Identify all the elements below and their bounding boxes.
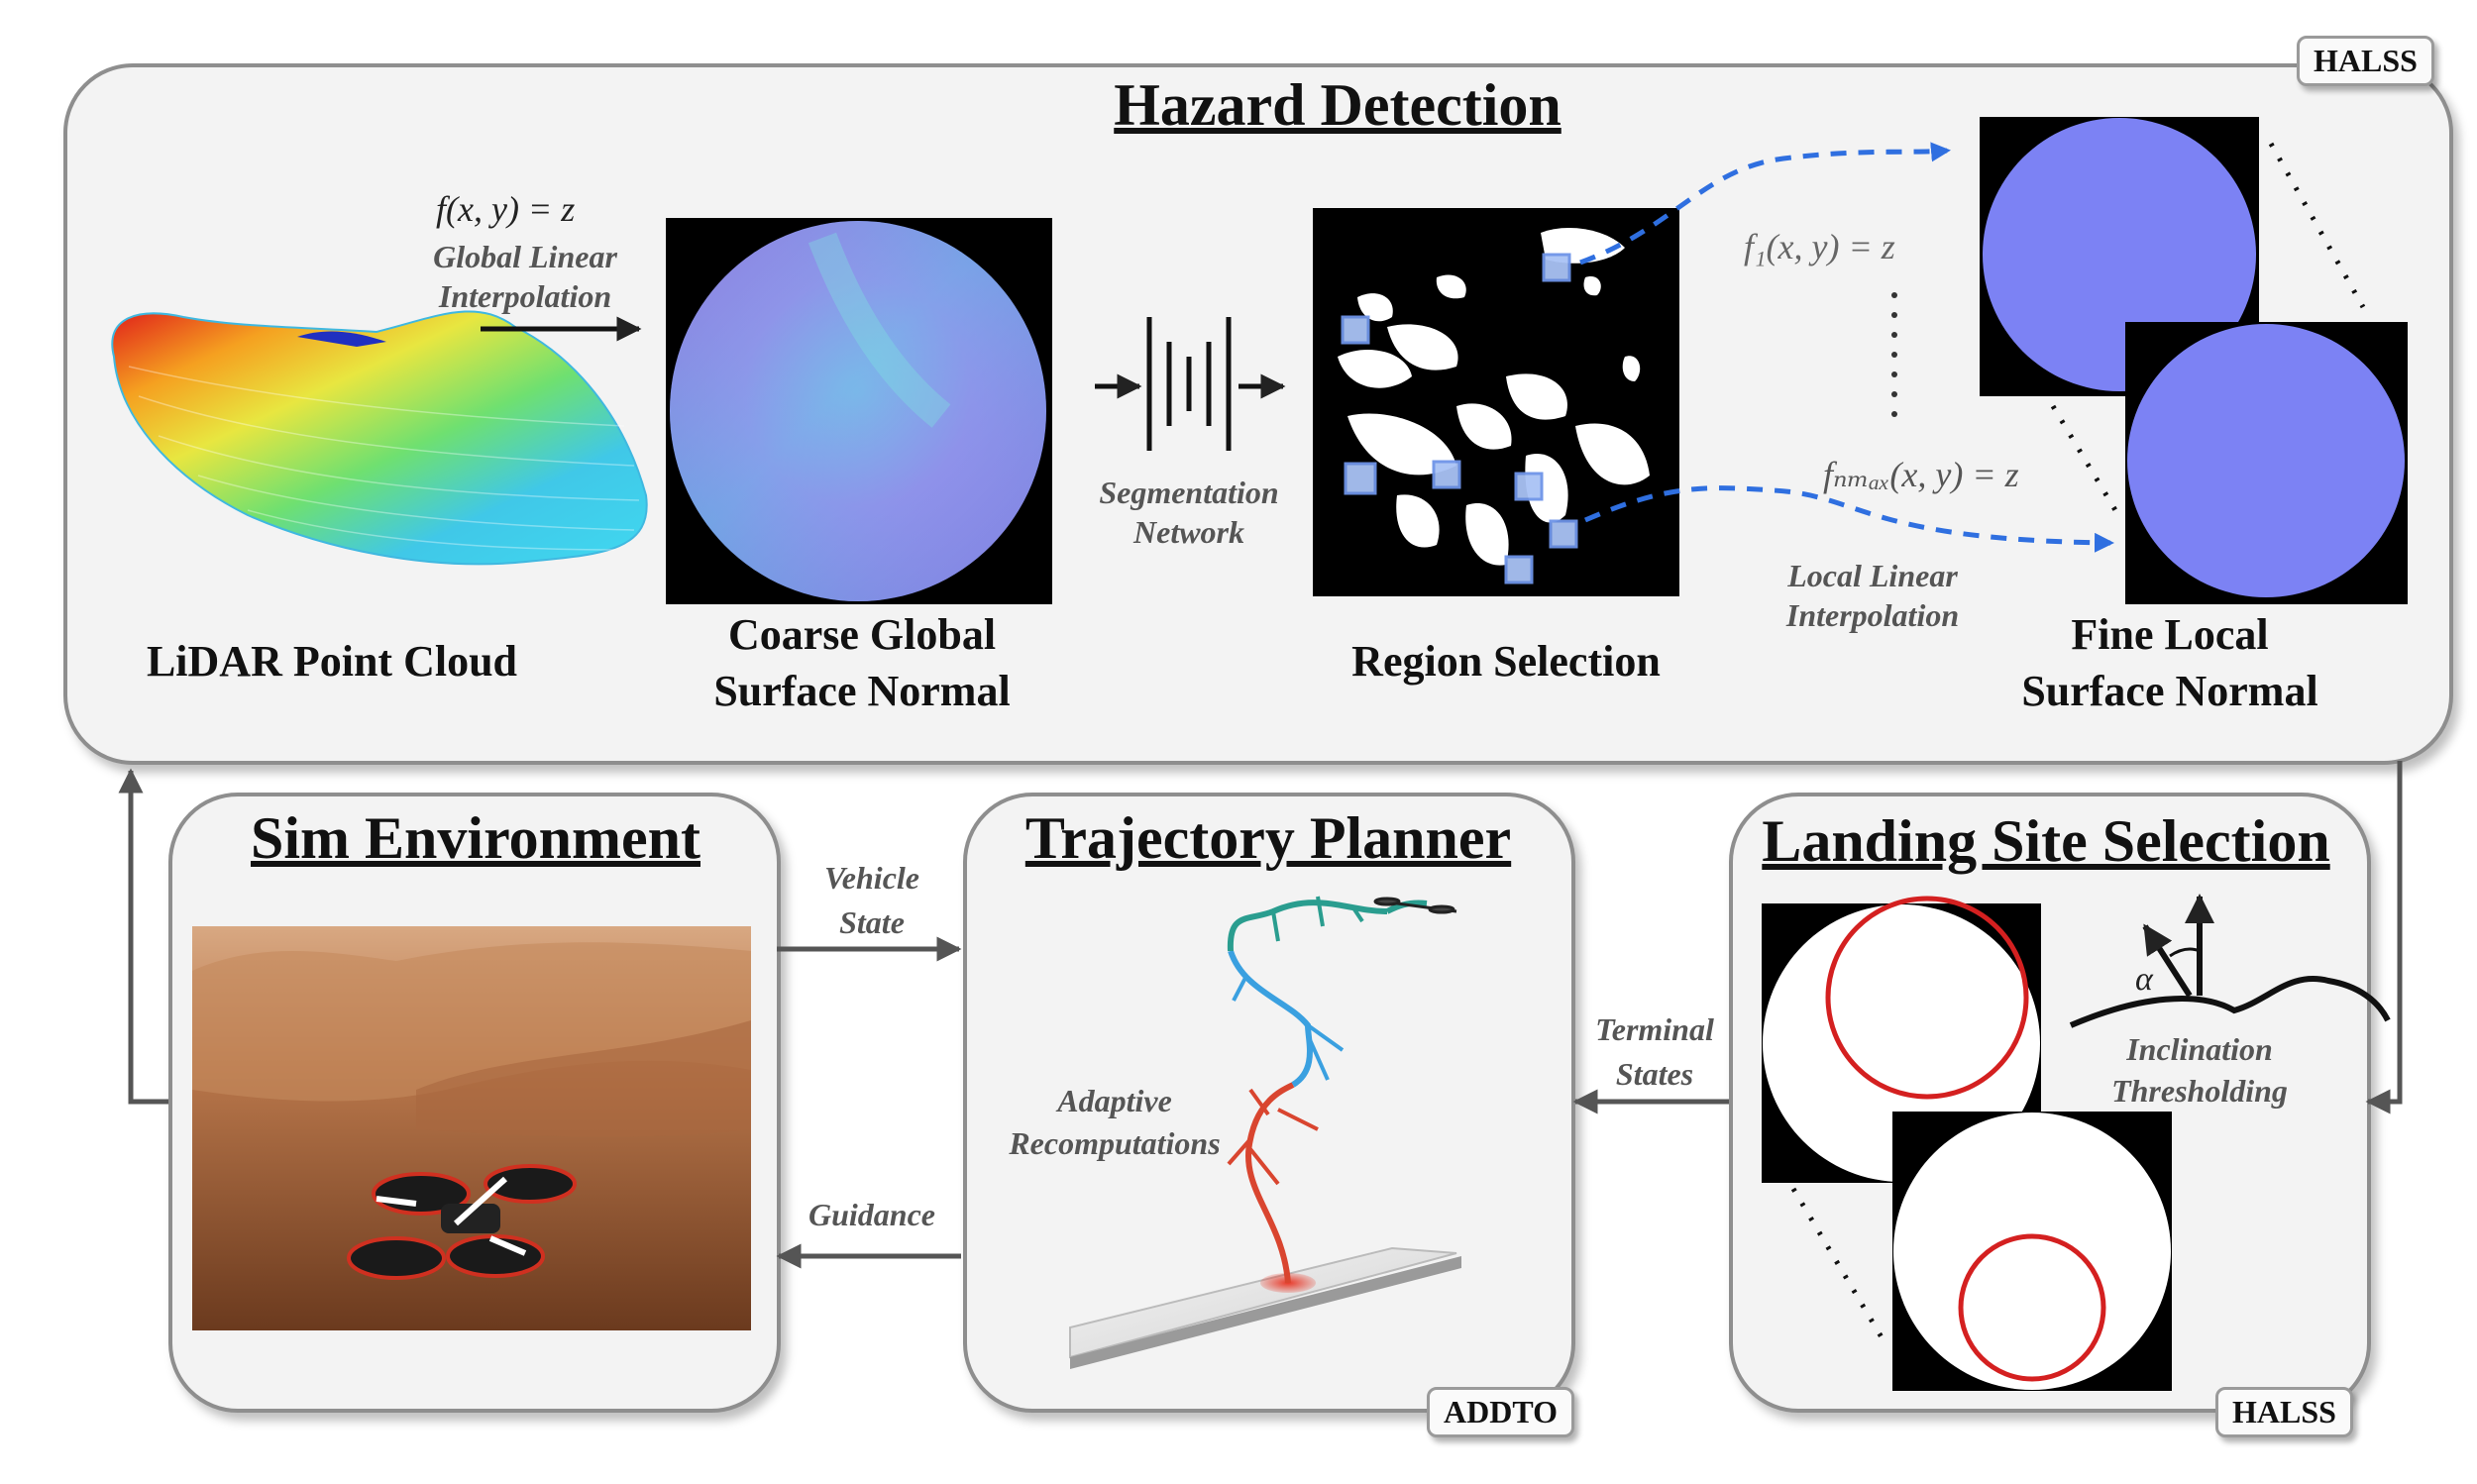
drone-icon [347,1164,577,1280]
coarse-caption-line1: Coarse Global [727,610,997,659]
terminal-states-line1: Terminal [1595,1011,1714,1047]
region-selection-caption: Region Selection [1351,637,1661,686]
landing-site-images [1762,896,2172,1391]
global-interp-line2: Interpolation [438,278,612,314]
mini-drone-icon [1373,897,1457,914]
local-interp-line1: Local Linear [1787,558,1958,593]
region-selection-image [1313,208,1679,596]
segmentation-network-icon [1095,317,1286,451]
vehicle-state-line2: State [839,904,905,940]
global-equation: f(x, y) = z [436,189,576,229]
vehicle-state-line1: Vehicle [824,860,919,896]
lidar-point-cloud-image [111,310,648,566]
addto-tag: ADDTO [1427,1387,1574,1437]
segmentation-label-line2: Network [1133,514,1244,550]
f1-equation: f₁(x, y) = z [1744,227,1895,266]
fine-caption-line2: Surface Normal [2021,667,2318,715]
fn-equation: fₙₘₐₓ(x, y) = z [1823,455,2019,494]
halss-tag-bottom: HALSS [2215,1387,2353,1437]
coarse-global-surface-normal-image [666,218,1052,604]
trajectory-planner-title: Trajectory Planner [1024,805,1512,871]
landing-site-selection-title: Landing Site Selection [1762,808,2330,874]
fine-local-surface-normal-image [1980,117,2408,604]
inclination-diagram [2069,894,2391,1028]
inclination-line1: Inclination [2126,1031,2273,1067]
coarse-caption-line2: Surface Normal [713,667,1011,715]
local-interp-line2: Interpolation [1785,597,1960,633]
adaptive-line2: Recomputations [1009,1125,1221,1161]
segmentation-label-line1: Segmentation [1099,475,1279,510]
fine-caption-line1: Fine Local [2071,610,2269,659]
trajectory-tree-graphic [1069,896,1461,1369]
sim-environment-image [192,926,751,1330]
flow-arrows [118,761,2403,1269]
adaptive-line1: Adaptive [1057,1083,1172,1118]
inclination-line2: Thresholding [2111,1073,2288,1109]
halss-tag-top: HALSS [2297,36,2434,86]
hazard-detection-title: Hazard Detection [1114,72,1562,138]
global-interp-line1: Global Linear [433,239,617,274]
sim-environment-title: Sim Environment [251,805,700,871]
vertical-ellipsis [1891,292,1897,417]
alpha-symbol: α [2135,961,2153,998]
local-interpolation-arrows [1579,142,2114,553]
lidar-caption: LiDAR Point Cloud [146,637,518,686]
guidance-label: Guidance [808,1197,935,1232]
terminal-states-line2: States [1615,1056,1694,1092]
